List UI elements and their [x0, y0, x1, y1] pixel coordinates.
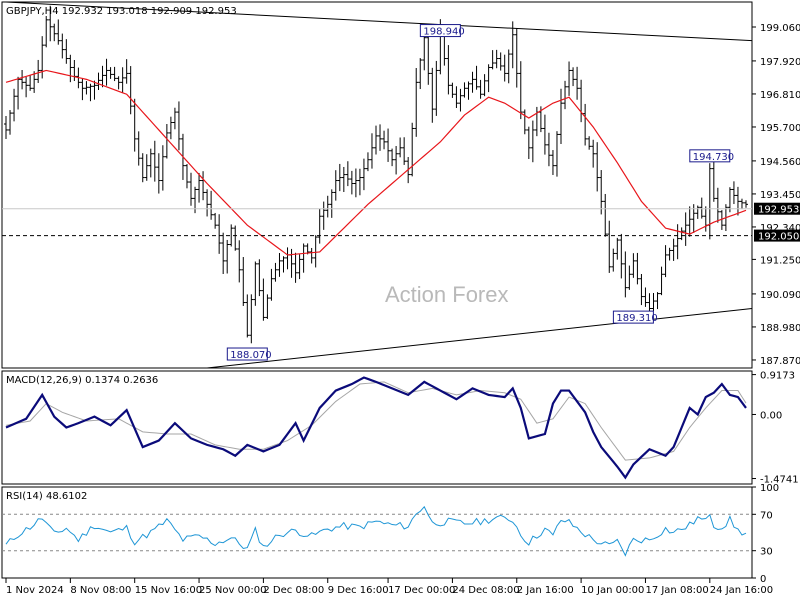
trendline — [5, 1, 753, 42]
price-annotation-label: 188.070 — [230, 350, 271, 361]
macd-line — [5, 376, 747, 480]
price-panel-border — [1, 1, 753, 369]
xtick-label: 8 Nov 08:00 — [70, 585, 131, 596]
price-ytick-label: 195.700 — [760, 123, 800, 134]
price-annotation-label: 194.730 — [693, 152, 734, 163]
price-ytick-label: 191.250 — [760, 255, 800, 266]
xtick-label: 17 Dec 00:00 — [388, 585, 455, 596]
price-panel[interactable]: 198.940 188.070 194.730 189.310 — [2, 1, 753, 369]
macd-label: MACD(12,26,9) 0.1374 0.2636 — [6, 375, 158, 386]
price-ytick-label: 188.980 — [760, 323, 800, 334]
xtick-label: 1 Nov 2024 — [6, 585, 64, 596]
macd-ytick-label: -1.4741 — [760, 475, 799, 486]
price-ytick-label: 197.920 — [760, 57, 800, 68]
xtick-label: 24 Dec 08:00 — [452, 585, 519, 596]
price-ytick-label: 193.450 — [760, 190, 800, 201]
price-ytick-label: 194.560 — [760, 157, 800, 168]
price-ytick-label: 192.340 — [760, 223, 800, 234]
rsi-label: RSI(14) 48.6102 — [6, 491, 87, 502]
rsi-line — [5, 505, 747, 557]
price-tag-label: 192.953 — [758, 205, 799, 216]
price-ytick-label: 187.870 — [760, 356, 800, 367]
chart-header: GBPJPY,H4 192.932 193.018 192.909 192.95… — [6, 6, 237, 17]
price-annotation-box — [419, 24, 461, 38]
xtick-label: 9 Dec 16:00 — [328, 585, 389, 596]
xtick-label: 2 Jan 16:00 — [517, 585, 574, 596]
price-ytick-label: 190.090 — [760, 290, 800, 301]
macd-panel[interactable] — [5, 376, 747, 480]
axes: 199.060 197.920 196.810 195.700 194.560 193.4… — [5, 23, 800, 596]
rsi-panel-border — [1, 486, 753, 579]
xtick-label: 2 Dec 08:00 — [263, 585, 324, 596]
price-annotation-label: 198.940 — [423, 27, 464, 38]
macd-panel-border — [1, 370, 753, 485]
rsi-ytick-label: 0 — [760, 574, 766, 585]
xtick-label: 15 Nov 16:00 — [135, 585, 202, 596]
price-annotation-box — [689, 149, 731, 163]
watermark: Action Forex — [385, 282, 509, 307]
panel-frames — [1, 1, 753, 579]
moving-average-line — [5, 69, 747, 256]
xtick-label: 25 Nov 00:00 — [199, 585, 266, 596]
rsi-ytick-label: 30 — [760, 547, 773, 558]
rsi-panel[interactable] — [2, 505, 752, 557]
price-tag-bg — [754, 229, 800, 242]
price-ytick-label: 196.810 — [760, 90, 800, 101]
price-ytick-label: 199.060 — [760, 23, 800, 34]
price-annotation-label: 189.310 — [616, 313, 657, 324]
xtick-label: 24 Jan 16:00 — [710, 585, 773, 596]
macd-ytick-label: 0.9173 — [760, 371, 795, 382]
rsi-ytick-label: 70 — [760, 510, 773, 521]
trendline — [207, 307, 753, 369]
price-annotation-box — [226, 347, 268, 361]
macd-ytick-label: 0.00 — [760, 410, 782, 421]
price-tag-label: 192.050 — [758, 232, 799, 243]
price-tag-bg — [754, 202, 800, 215]
xtick-label: 17 Jan 08:00 — [645, 585, 708, 596]
xtick-label: 10 Jan 00:00 — [581, 585, 644, 596]
rsi-ytick-label: 100 — [760, 483, 779, 494]
price-annotation-box — [612, 310, 654, 324]
